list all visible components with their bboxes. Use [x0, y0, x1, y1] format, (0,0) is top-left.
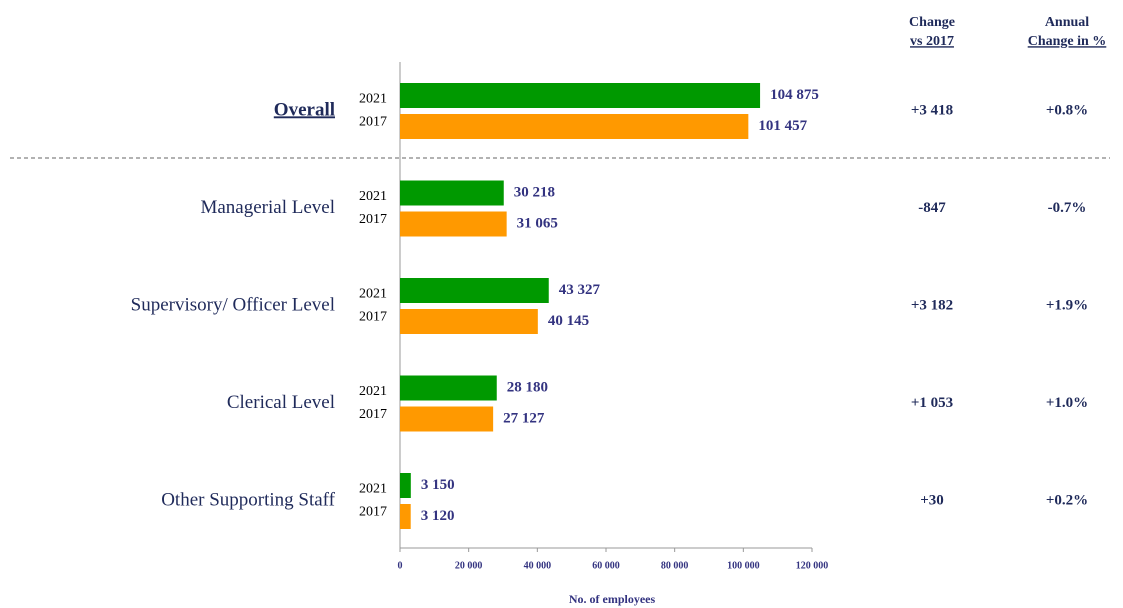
column-value: +0.8%: [1046, 102, 1088, 118]
series-label: 2021: [359, 482, 387, 497]
bar: [400, 375, 497, 401]
column-value: +1.0%: [1046, 395, 1088, 411]
x-tick-label: 20 000: [455, 560, 483, 571]
column-value: +3 182: [911, 297, 953, 313]
bar: [400, 406, 494, 432]
bar: [400, 180, 504, 206]
bar: [400, 114, 749, 139]
series-label: 2017: [359, 212, 387, 227]
x-tick-label: 80 000: [661, 560, 689, 571]
value-label: 3 120: [421, 508, 455, 524]
value-label: 43 327: [559, 282, 601, 298]
column-header: vs 2017: [910, 34, 954, 49]
category-label: Overall: [274, 99, 335, 120]
series-label: 2021: [359, 92, 387, 107]
series-label: 2021: [359, 189, 387, 204]
category-label: Other Supporting Staff: [161, 489, 335, 510]
column-value: +30: [920, 492, 944, 508]
x-tick-label: 100 000: [727, 560, 760, 571]
value-label: 101 457: [758, 118, 807, 134]
category-label: Supervisory/ Officer Level: [131, 294, 335, 315]
series-label: 2021: [359, 384, 387, 399]
column-value: -847: [918, 200, 946, 216]
category-label: Clerical Level: [227, 392, 335, 413]
x-tick-label: 40 000: [524, 560, 552, 571]
bar: [400, 83, 761, 108]
column-value: +1.9%: [1046, 297, 1088, 313]
series-label: 2017: [359, 115, 387, 130]
value-label: 31 065: [517, 215, 558, 231]
value-label: 3 150: [421, 477, 455, 493]
column-value: +3 418: [911, 102, 953, 118]
bar: [400, 278, 549, 303]
value-label: 28 180: [507, 379, 548, 395]
column-value: -0.7%: [1048, 200, 1087, 216]
x-tick-label: 0: [398, 560, 403, 571]
value-label: 104 875: [770, 87, 819, 103]
column-header: Annual: [1045, 15, 1089, 30]
column-value: +0.2%: [1046, 492, 1088, 508]
bar: [400, 473, 411, 498]
bar: [400, 504, 411, 529]
x-tick-label: 120 000: [796, 560, 829, 571]
column-header: Change in %: [1028, 34, 1107, 49]
category-label: Managerial Level: [200, 197, 335, 218]
column-value: +1 053: [911, 395, 953, 411]
bar: [400, 211, 507, 237]
series-label: 2017: [359, 407, 387, 422]
value-label: 27 127: [503, 410, 545, 426]
value-label: 40 145: [548, 313, 589, 329]
value-label: 30 218: [514, 184, 555, 200]
column-header: Change: [909, 15, 955, 30]
bar: [400, 309, 538, 334]
x-axis-label: No. of employees: [569, 592, 656, 606]
series-label: 2017: [359, 310, 387, 325]
series-label: 2021: [359, 287, 387, 302]
x-tick-label: 60 000: [592, 560, 620, 571]
series-label: 2017: [359, 505, 387, 520]
